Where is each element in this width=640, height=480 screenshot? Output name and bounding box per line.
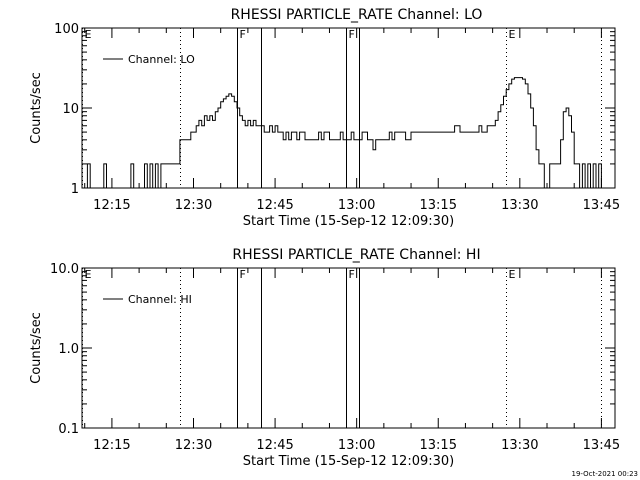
event-marker-label: E [85,268,92,281]
x-axis-label: Start Time (15-Sep-12 12:09:30) [243,214,454,229]
chart-panels: RHESSI PARTICLE_RATE Channel: LO 1 10 100 12… [29,7,620,469]
x-tick-label: 12:15 [93,198,130,213]
y-axis-label: Counts/sec [29,72,44,144]
event-marker-label: F [240,268,246,281]
y-tick-label: 100 [54,22,79,37]
event-marker-label: F [349,28,355,41]
y-tick-label: 10.0 [50,262,79,277]
x-tick-label: 13:30 [501,198,538,213]
legend-label: Channel: HI [128,293,192,306]
event-marker-label: E [509,268,516,281]
y-tick-label: 1 [71,182,79,197]
x-tick-label: 13:00 [338,438,375,453]
series-line [82,77,602,189]
plot-frame [81,267,616,429]
x-tick-label: 12:45 [256,438,293,453]
chart-title: RHESSI PARTICLE_RATE Channel: LO [231,7,483,23]
x-axis-label: Start Time (15-Sep-12 12:09:30) [243,454,454,469]
x-tick-label: 13:30 [501,438,538,453]
y-tick-label: 1.0 [58,342,79,357]
x-tick-label: 13:45 [583,438,620,453]
x-tick-label: 12:30 [175,438,212,453]
y-tick-label: 10 [62,102,79,117]
event-marker-label: E [85,28,92,41]
x-tick-label: 13:45 [583,198,620,213]
event-marker-label: E [509,28,516,41]
chart-panel-1: RHESSI PARTICLE_RATE Channel: LO 1 10 100 12… [29,7,620,229]
x-tick-label: 13:00 [338,198,375,213]
x-tick-label: 13:15 [420,438,457,453]
chart-title: RHESSI PARTICLE_RATE Channel: HI [232,247,480,263]
footer-timestamp: 19-Oct-2021 00:23 [572,470,638,478]
x-tick-label: 12:15 [93,438,130,453]
event-marker-label: F [349,268,355,281]
event-marker-label: F [240,28,246,41]
chart-panel-2: RHESSI PARTICLE_RATE Channel: HI 0.1 1.0 10… [29,247,620,469]
x-tick-label: 13:15 [420,198,457,213]
legend-label: Channel: LO [128,53,195,66]
y-axis-label: Counts/sec [29,312,44,384]
y-tick-label: 0.1 [58,422,79,437]
x-tick-label: 12:30 [175,198,212,213]
x-tick-label: 12:45 [256,198,293,213]
